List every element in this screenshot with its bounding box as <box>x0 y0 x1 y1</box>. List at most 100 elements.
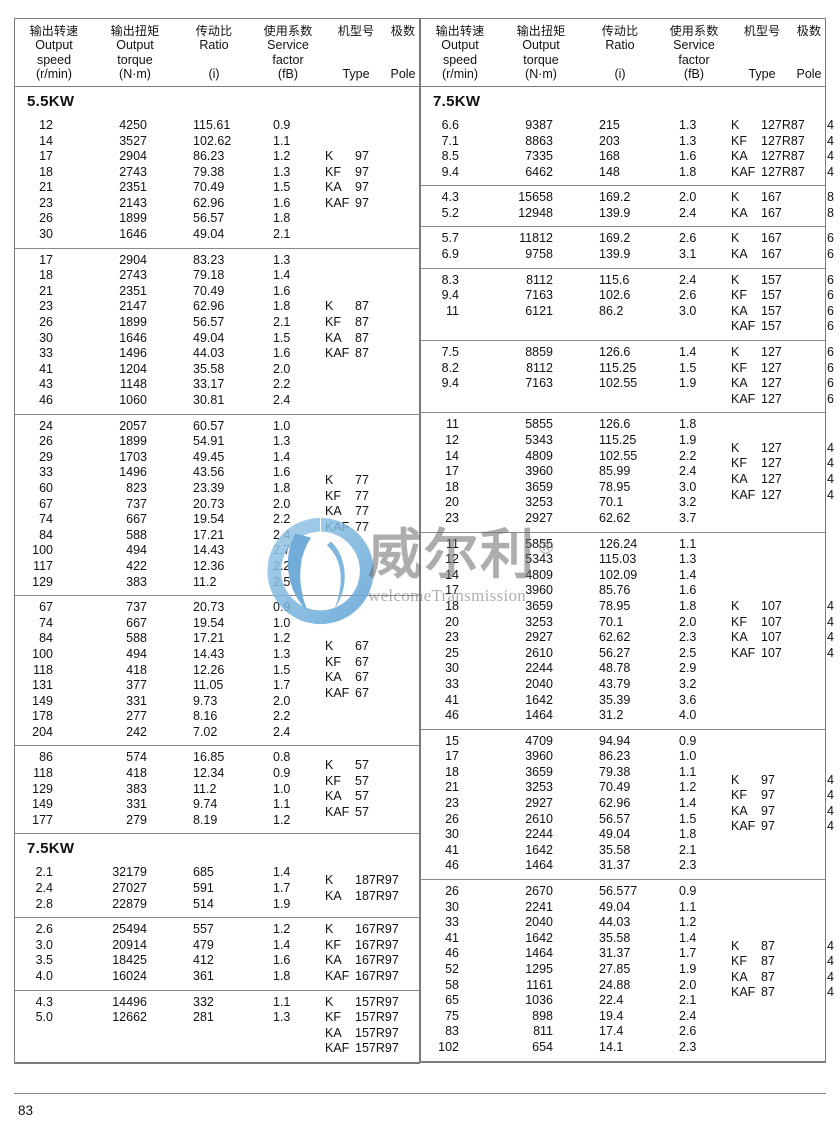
type-columns: K 167 KA 167 8 8 <box>731 190 840 221</box>
pole-row: 6 <box>827 376 834 391</box>
cell-speed: 17 <box>39 149 53 164</box>
cell-fb: 1.1 <box>273 797 291 812</box>
type-row: K 107 <box>731 599 827 615</box>
cell-torque: 32179 <box>112 865 147 880</box>
type-row: KF 67 <box>325 655 421 671</box>
cell-fb: 3.1 <box>679 247 697 262</box>
type-prefix: KF <box>731 954 747 969</box>
cell-ratio: 70.49 <box>193 180 225 195</box>
cell-torque: 2147 <box>119 299 147 314</box>
column-ratio: 169.2 139.9 <box>583 190 657 221</box>
type-model: 77 <box>355 473 369 488</box>
cell-torque: 8112 <box>526 360 553 375</box>
spec-group: 2.1 2.4 2.8 32179 27027 22879 685 591 514 1.4 1.7 1… <box>15 861 428 919</box>
cell-ratio: 49.04 <box>599 899 631 914</box>
column-speed: 11 12 14 17 18 20 23 25 30 33 41 46 <box>421 537 499 724</box>
cell-torque: 654 <box>532 1039 553 1054</box>
cell-torque: 1496 <box>119 465 147 480</box>
cell-torque: 1295 <box>525 962 553 976</box>
column-fb: 0.8 0.9 1.0 1.1 1.2 <box>251 750 325 828</box>
cell-speed: 26 <box>445 884 459 899</box>
cell-ratio: 44.03 <box>599 915 631 930</box>
type-prefix: K <box>731 938 740 953</box>
column-header-6: 极数..Pole <box>387 24 419 82</box>
column-speed: 4.3 5.0 <box>15 995 93 1057</box>
cell-speed: 12 <box>445 433 459 447</box>
type-model: 67 <box>355 639 369 654</box>
type-names: K 87 KF 87 KA 87 KAF 87 <box>325 299 421 361</box>
type-model: 127 <box>761 487 782 502</box>
cell-speed: 2.1 <box>35 865 53 880</box>
type-model: 107 <box>761 630 782 645</box>
type-model: 127 <box>761 345 782 360</box>
cell-fb: 1.8 <box>679 417 697 432</box>
type-row: KAF 127R87 <box>731 165 827 181</box>
type-row: K 97 <box>325 149 421 165</box>
type-block: K 127 KF 127 KA 127 KAF 127 4 4 4 4 <box>731 441 840 503</box>
type-model: 127R87 <box>761 164 805 179</box>
cell-ratio: 49.04 <box>193 227 225 242</box>
type-row: K 97 <box>731 773 827 789</box>
pole-row: 6 <box>827 360 834 375</box>
cell-fb: 2.4 <box>679 1008 697 1023</box>
type-row: KAF 67 <box>325 686 421 702</box>
cell-ratio: 115.6 <box>599 272 630 287</box>
pole-row: 4 <box>827 969 834 984</box>
cell-ratio: 115.61 <box>193 117 231 132</box>
column-header-cn: 机型号 <box>743 24 781 38</box>
type-row: KAF 127 <box>731 392 827 408</box>
cell-torque: 1204 <box>119 361 147 376</box>
cell-fb: 4.0 <box>679 708 697 723</box>
cell-torque: 15658 <box>518 190 553 205</box>
pole-row: 6 <box>827 345 834 360</box>
cell-speed: 8.3 <box>441 272 459 287</box>
cell-speed: 149 <box>32 797 53 812</box>
cell-torque: 494 <box>126 646 147 661</box>
type-model: 97 <box>761 772 775 787</box>
type-row: KA 57 <box>325 789 421 805</box>
cell-ratio: 17.21 <box>193 527 225 542</box>
cell-torque: 3960 <box>525 583 553 598</box>
type-row: KA 67 <box>325 670 421 686</box>
type-prefix: KAF <box>731 819 756 834</box>
column-ratio: 16.85 12.34 11.2 9.74 8.19 <box>177 750 251 828</box>
cell-torque: 18425 <box>112 953 147 968</box>
type-names: K 67 KF 67 KA 67 KAF 67 <box>325 639 421 701</box>
type-columns: K 157 KF 157 KA 157 KAF 157 6 6 6 6 <box>731 273 840 335</box>
type-block: K 167 KA 167 8 8 <box>731 190 840 221</box>
column-torque: 737 667 588 494 418 377 331 277 242 <box>93 600 177 740</box>
type-model: 57 <box>355 758 369 773</box>
type-model: 157 <box>761 288 782 303</box>
type-row: KA 107 <box>731 630 827 646</box>
type-row: KA 97 <box>325 180 421 196</box>
column-header-en-mid: speed <box>442 52 478 67</box>
type-row: K 157R97 <box>325 995 421 1011</box>
numeric-columns: 24 26 29 33 60 67 74 84 100 117 129 2057 1899 1703 149… <box>15 419 325 591</box>
cell-torque: 2241 <box>525 899 553 914</box>
column-header-cn: 输出转速 <box>435 24 485 38</box>
type-row: KAF 107 <box>731 646 827 662</box>
spec-group: 4.3 5.0 14496 12662 332 281 1.1 1.3 K 157R97 KF 157… <box>15 991 428 1062</box>
pole-row: 6 <box>827 391 834 406</box>
right-table-column: 输出转速 Output speed (r/min) 输出扭矩 Output torque (N… <box>420 18 834 1063</box>
cell-torque: 2904 <box>119 252 147 267</box>
type-prefix: KF <box>325 488 341 503</box>
cell-torque: 16024 <box>112 969 147 983</box>
column-fb: 1.4 1.7 1.9 <box>251 865 325 912</box>
numeric-columns: 11 12 14 17 18 20 23 25 30 33 41 46 5855 5343 4809 3960… <box>421 537 731 724</box>
cell-torque: 27027 <box>112 881 147 896</box>
cell-speed: 46 <box>445 858 459 873</box>
cell-fb: 2.0 <box>679 190 697 205</box>
spec-group: 6.6 7.1 8.5 9.4 9387 8863 7335 6462 215 203 168 148… <box>421 114 834 187</box>
cell-speed: 15 <box>445 733 459 748</box>
pole-row: 6 <box>827 303 834 318</box>
column-header-cn: 传动比 <box>195 24 233 38</box>
cell-fb: 1.1 <box>273 133 291 148</box>
cell-speed: 26 <box>39 315 53 330</box>
type-model: 127 <box>761 456 782 471</box>
cell-fb: 1.4 <box>679 567 697 582</box>
cell-speed: 2.4 <box>35 881 53 896</box>
